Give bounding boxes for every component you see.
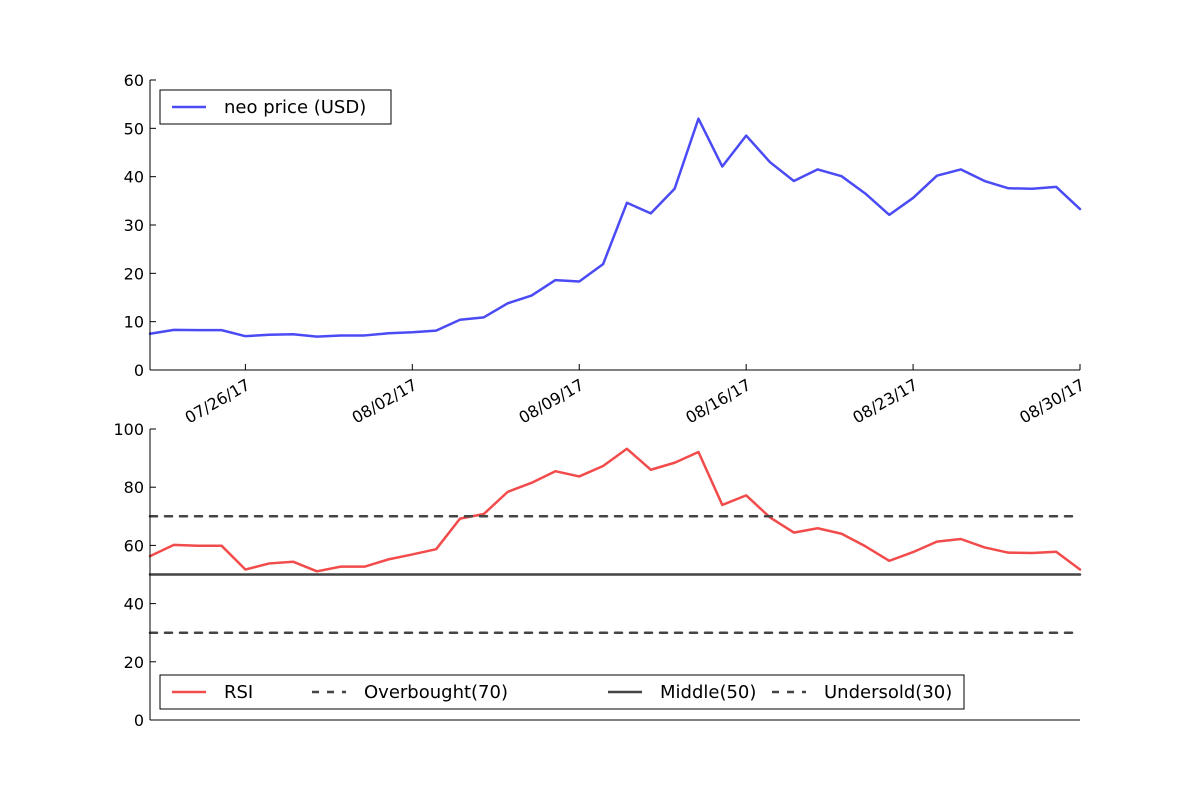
legend: neo price (USD): [159, 89, 392, 125]
legend-label: Undersold(30): [824, 682, 952, 703]
x-tick-label: 08/30/17: [1016, 375, 1088, 427]
legend: RSI Overbought(70) Middle(50) Undersold(30): [159, 674, 965, 710]
y-tick-label: 100: [113, 420, 144, 439]
y-tick-label: 10: [124, 313, 144, 332]
y-tick-label: 0: [134, 361, 144, 380]
y-tick-label: 0: [134, 711, 144, 730]
rsi-chart-panel: 0 20 40 60 80 100 RSI Overbought(70) Middle(50) U…: [113, 420, 1082, 730]
x-tick-label: 08/23/17: [849, 375, 921, 427]
legend-label: Overbought(70): [364, 682, 508, 703]
y-tick-label: 20: [124, 264, 144, 283]
y-tick-label: 60: [124, 71, 144, 90]
legend-box: [159, 674, 965, 710]
series-line-neo-price-usd: [148, 117, 1082, 338]
price-chart-panel: 0 10 20 30 40 50 60 07/26/17 08/02/17 08/09/17 08/…: [124, 71, 1088, 427]
y-tick-label: 20: [124, 653, 144, 672]
legend-label: Middle(50): [660, 682, 756, 703]
y-tick-label: 50: [124, 119, 144, 138]
y-tick-label: 40: [124, 595, 144, 614]
series-line-rsi: [148, 447, 1082, 573]
y-tick-label: 30: [124, 216, 144, 235]
legend-label: RSI: [224, 682, 253, 703]
y-tick-label: 40: [124, 168, 144, 187]
legend-label: neo price (USD): [224, 97, 366, 118]
y-tick-label: 80: [124, 478, 144, 497]
y-tick-label: 60: [124, 536, 144, 555]
x-tick-label: 08/09/17: [515, 375, 587, 427]
x-tick-label: 07/26/17: [182, 375, 254, 427]
x-tick-label: 08/16/17: [682, 375, 754, 427]
x-tick-label: 08/02/17: [349, 375, 421, 427]
